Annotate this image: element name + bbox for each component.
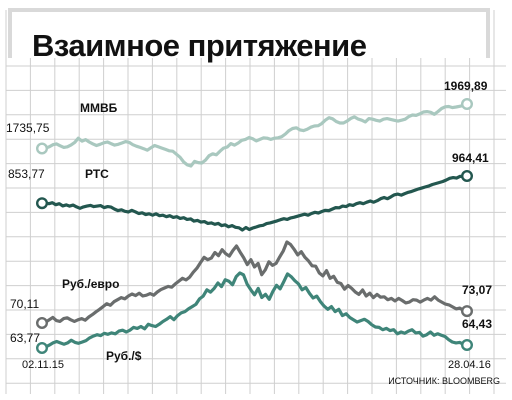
series-name-label: Руб./$ (106, 349, 142, 363)
series-name-label: Руб./евро (62, 277, 119, 291)
start-value-label: 70,11 (10, 297, 39, 311)
label-layer: ММВБ РТС Руб./евро Руб./$ 1735,75 853,77… (6, 79, 500, 386)
start-value-label: 63,77 (10, 331, 40, 345)
series-line (40, 271, 469, 350)
source-label: ИСТОЧНИК: BLOOMBERG (388, 376, 500, 386)
series-start-marker (36, 317, 49, 330)
title-panel: Взаимное притяжение (8, 8, 490, 63)
series-start-marker (36, 197, 49, 210)
series-line (40, 102, 469, 168)
series-line (40, 240, 469, 325)
series-start-marker (36, 142, 49, 155)
series-start-marker (36, 342, 49, 355)
chart-title: Взаимное притяжение (32, 28, 367, 63)
x-start-label: 02.11.15 (22, 359, 64, 371)
series-end-marker (461, 339, 474, 352)
series-end-marker (461, 305, 474, 318)
series-name-label: РТС (85, 167, 109, 181)
start-value-label: 1735,75 (6, 121, 50, 135)
series-line (40, 174, 469, 232)
start-value-label: 853,77 (8, 167, 45, 181)
end-value-label: 964,41 (452, 151, 489, 165)
series-layer (36, 97, 474, 355)
series-end-marker (461, 97, 474, 110)
x-end-label: 28.04.16 (448, 359, 491, 371)
end-value-label: 64,43 (462, 317, 492, 331)
series-end-marker (461, 169, 474, 182)
end-value-label: 1969,89 (444, 79, 488, 93)
series-name-label: ММВБ (80, 101, 118, 115)
end-value-label: 73,07 (462, 283, 492, 297)
grid-lines (5, 10, 506, 394)
